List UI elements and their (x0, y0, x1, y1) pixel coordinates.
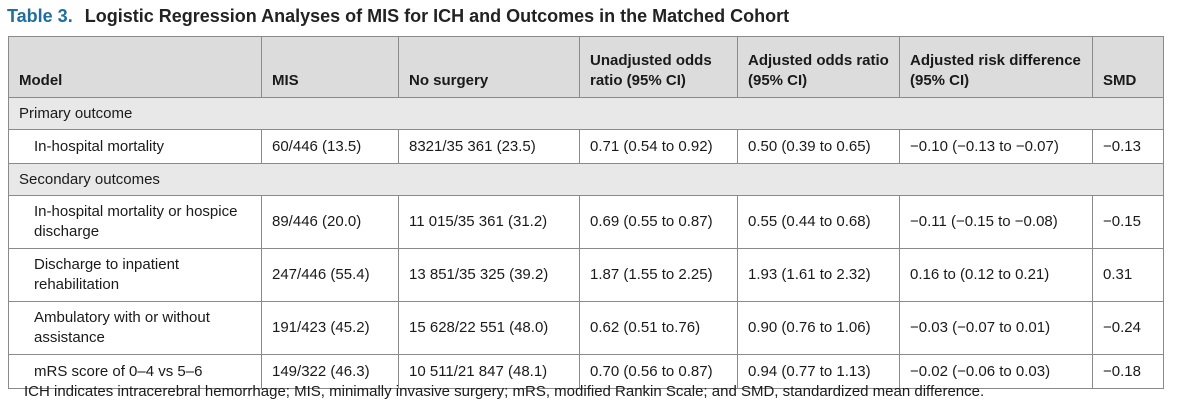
cell-adjusted-rd: −0.02 (−0.06 to 0.03) (899, 354, 1093, 389)
header-smd: SMD (1092, 36, 1164, 98)
table-footnote: ICH indicates intracerebral hemorrhage; … (24, 383, 985, 400)
cell-smd: −0.15 (1092, 195, 1164, 249)
table-row: In-hospital mortality 60/446 (13.5) 8321… (8, 129, 1164, 164)
cell-no-surgery: 15 628/22 551 (48.0) (398, 301, 580, 355)
header-no-surgery: No surgery (398, 36, 580, 98)
header-adjusted-or: Adjusted odds ratio (95% CI) (737, 36, 900, 98)
cell-no-surgery: 13 851/35 325 (39.2) (398, 248, 580, 302)
header-adjusted-rd: Adjusted risk difference (95% CI) (899, 36, 1093, 98)
table-row: Ambulatory with or without assistance 19… (8, 301, 1164, 355)
cell-unadjusted-or: 1.87 (1.55 to 2.25) (579, 248, 738, 302)
regression-table: Model MIS No surgery Unadjusted odds rat… (8, 36, 1164, 389)
table-number: Table 3. (7, 6, 73, 26)
cell-adjusted-or: 0.90 (0.76 to 1.06) (737, 301, 900, 355)
cell-mis: 191/423 (45.2) (261, 301, 399, 355)
cell-mis: 89/446 (20.0) (261, 195, 399, 249)
cell-adjusted-or: 1.93 (1.61 to 2.32) (737, 248, 900, 302)
cell-adjusted-or: 0.55 (0.44 to 0.68) (737, 195, 900, 249)
cell-model: In-hospital mortality (8, 129, 262, 164)
cell-no-surgery: 11 015/35 361 (31.2) (398, 195, 580, 249)
cell-unadjusted-or: 0.71 (0.54 to 0.92) (579, 129, 738, 164)
cell-adjusted-rd: −0.11 (−0.15 to −0.08) (899, 195, 1093, 249)
table-caption: Logistic Regression Analyses of MIS for … (84, 6, 790, 26)
section-label-primary: Primary outcome (8, 97, 1164, 130)
cell-smd: −0.24 (1092, 301, 1164, 355)
table-row: mRS score of 0–4 vs 5–6 149/322 (46.3) 1… (8, 354, 1164, 389)
cell-mis: 149/322 (46.3) (261, 354, 399, 389)
table-title: Table 3. Logistic Regression Analyses of … (7, 4, 789, 28)
cell-smd: 0.31 (1092, 248, 1164, 302)
cell-mis: 247/446 (55.4) (261, 248, 399, 302)
cell-no-surgery: 8321/35 361 (23.5) (398, 129, 580, 164)
header-row: Model MIS No surgery Unadjusted odds rat… (8, 36, 1164, 98)
section-row: Secondary outcomes (8, 163, 1164, 196)
cell-model: In-hospital mortality or hospice dischar… (8, 195, 262, 249)
cell-adjusted-rd: −0.10 (−0.13 to −0.07) (899, 129, 1093, 164)
cell-mis: 60/446 (13.5) (261, 129, 399, 164)
cell-smd: −0.18 (1092, 354, 1164, 389)
header-mis: MIS (261, 36, 399, 98)
cell-model: Ambulatory with or without assistance (8, 301, 262, 355)
table-row: Discharge to inpatient rehabilitation 24… (8, 248, 1164, 302)
cell-unadjusted-or: 0.70 (0.56 to 0.87) (579, 354, 738, 389)
table-row: In-hospital mortality or hospice dischar… (8, 195, 1164, 249)
cell-unadjusted-or: 0.69 (0.55 to 0.87) (579, 195, 738, 249)
header-unadjusted-or: Unadjusted odds ratio (95% CI) (579, 36, 738, 98)
cell-adjusted-rd: 0.16 to (0.12 to 0.21) (899, 248, 1093, 302)
cell-model: mRS score of 0–4 vs 5–6 (8, 354, 262, 389)
cell-model: Discharge to inpatient rehabilitation (8, 248, 262, 302)
cell-smd: −0.13 (1092, 129, 1164, 164)
cell-adjusted-or: 0.50 (0.39 to 0.65) (737, 129, 900, 164)
header-model: Model (8, 36, 262, 98)
cell-adjusted-rd: −0.03 (−0.07 to 0.01) (899, 301, 1093, 355)
section-label-secondary: Secondary outcomes (8, 163, 1164, 196)
cell-unadjusted-or: 0.62 (0.51 to.76) (579, 301, 738, 355)
section-row: Primary outcome (8, 97, 1164, 130)
